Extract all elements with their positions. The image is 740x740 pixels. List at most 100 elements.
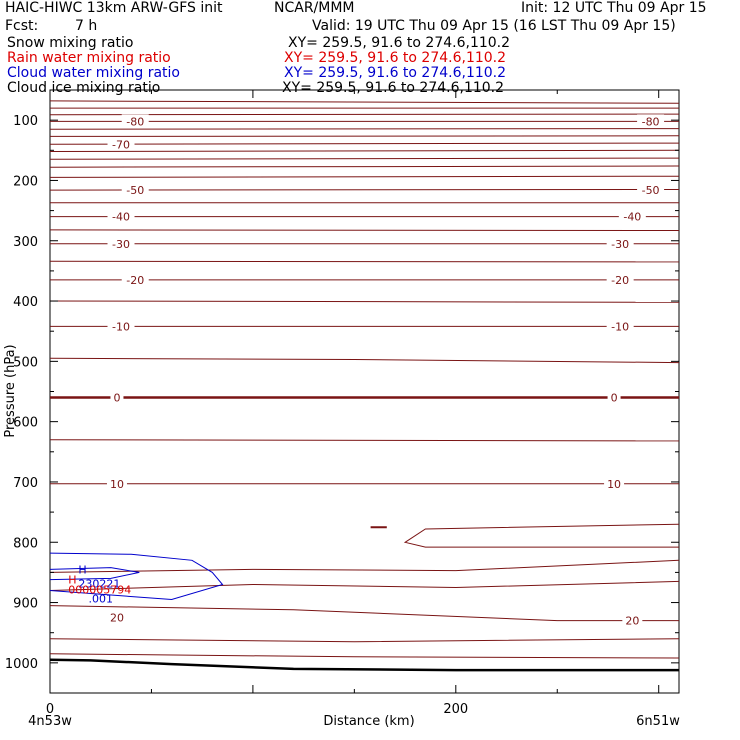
y-tick-label: 100: [13, 114, 38, 129]
y-tick-label: 800: [13, 536, 38, 551]
y-tick-label: 400: [13, 295, 38, 310]
rain-water-label: H: [68, 574, 76, 587]
x-tick-label: 0: [46, 702, 54, 717]
isotherm-label-bg: [106, 610, 127, 624]
isotherm-line: [49, 189, 680, 191]
terrain-line: [49, 658, 679, 672]
isotherm-line: [49, 580, 680, 591]
rain-water-label: 000005794: [68, 583, 131, 596]
y-tick-label: 500: [13, 355, 38, 370]
isotherm-label-bg: [121, 114, 149, 128]
isotherm-label-bg: [121, 183, 149, 197]
cloud-water-contours: [49, 552, 224, 601]
cloud-water-contour: [49, 567, 140, 581]
cloud-water-label: 230221: [78, 577, 120, 590]
isotherm-label-bg: [107, 137, 135, 151]
y-axis-label: Pressure (hPa): [3, 344, 18, 437]
isotherm-line: [49, 260, 680, 263]
isotherm-label: -20: [126, 274, 144, 287]
valid-time: Valid: 19 UTC Thu 09 Apr 15 (16 LST Thu …: [312, 18, 676, 34]
closed-isotherm: [403, 523, 680, 548]
field-snow-xy: XY= 259.5, 91.6 to 274.6,110.2: [288, 35, 511, 51]
isotherm-line: [49, 157, 680, 160]
forecast-hour: 7 h: [75, 18, 98, 34]
isotherm-label-bg: [637, 114, 665, 128]
isotherm-label: -80: [126, 115, 144, 128]
init-time: Init: 12 UTC Thu 09 Apr 15: [521, 0, 707, 16]
isotherm-label: -50: [642, 184, 660, 197]
isotherm-line: [49, 142, 680, 145]
field-snow-label: Snow mixing ratio: [7, 35, 134, 51]
x-axis-ticks: 0 200: [46, 90, 660, 717]
isotherm-label-bg: [622, 613, 643, 627]
forecast-label: Fcst:: [5, 18, 39, 34]
x-axis-label: Distance (km): [323, 714, 414, 729]
isotherm-line: [49, 653, 680, 659]
x-tick-label: 200: [443, 702, 468, 717]
cloud-water-label: .001: [89, 592, 114, 605]
y-tick-label: 200: [13, 174, 38, 189]
isotherm-label: -10: [611, 320, 629, 333]
field-cloud-water-label: Cloud water mixing ratio: [7, 65, 180, 81]
isotherm-label-bg: [121, 272, 149, 286]
isotherm-label-bg: [107, 209, 135, 223]
isotherm-label: 0: [611, 392, 618, 405]
temperature-isotherms: [49, 100, 680, 659]
field-rain-label: Rain water mixing ratio: [7, 50, 171, 66]
isotherm-label: 10: [110, 478, 124, 491]
contour-labels: -80 -80 -70 -50 -50 -40 -40 -30 -30 -20 -20 -10 -10 0…: [68, 114, 665, 628]
y-tick-label: 900: [13, 597, 38, 612]
isotherm-line: [49, 439, 680, 442]
cloud-water-contour: [49, 552, 224, 601]
field-rain-xy: XY= 259.5, 91.6 to 274.6,110.2: [284, 50, 507, 66]
isotherm-line: [49, 638, 680, 643]
isotherm-line: [49, 300, 680, 303]
isotherm-label: -80: [642, 115, 660, 128]
plot-frame: [49, 89, 680, 694]
isotherm-label-bg: [110, 390, 124, 404]
isotherm-label: -10: [112, 320, 130, 333]
isotherm-label-bg: [637, 183, 665, 197]
isotherm-label-bg: [606, 236, 634, 250]
isotherm-label: -30: [611, 238, 629, 251]
isotherm-line: [49, 165, 680, 168]
isotherm-label: -30: [112, 238, 130, 251]
field-cloud-ice-xy: XY= 259.5, 91.6 to 274.6,110.2: [282, 80, 505, 96]
isotherm-label-bg: [107, 236, 135, 250]
isotherm-line: [49, 605, 679, 622]
model-title: HAIC-HIWC 13km ARW-GFS init: [5, 0, 223, 16]
isotherm-label-bg: [607, 390, 621, 404]
isotherm-line: [49, 100, 680, 104]
isotherm-line: [49, 149, 680, 152]
isotherm-label: -40: [112, 211, 130, 224]
cloud-water-label: H: [78, 563, 86, 576]
isotherm-label: -50: [126, 184, 144, 197]
isotherm-line: [49, 357, 680, 364]
y-tick-label: 700: [13, 476, 38, 491]
field-cloud-ice-label: Cloud ice mixing ratio: [7, 80, 161, 96]
y-tick-label: 1000: [5, 657, 38, 672]
isotherm-line: [49, 559, 680, 573]
isotherm-label: 0: [113, 392, 120, 405]
isotherm-label: 20: [110, 612, 124, 625]
field-cloud-water-xy: XY= 259.5, 91.6 to 274.6,110.2: [284, 65, 507, 81]
org-label: NCAR/MMM: [274, 0, 355, 16]
isotherm-line: [49, 229, 680, 231]
isotherm-label: 20: [625, 615, 639, 628]
x-endpoint-right: 6n51w: [636, 714, 680, 729]
y-tick-label: 300: [13, 235, 38, 250]
isotherm-label: -40: [623, 211, 641, 224]
isotherm-line: [49, 135, 680, 137]
terrain-surface: [49, 658, 679, 672]
isotherm-label: -70: [112, 138, 130, 151]
isotherm-line: [49, 113, 680, 116]
isotherm-label: 10: [607, 478, 621, 491]
isotherm-line: [49, 128, 680, 130]
isotherm-line: [49, 175, 680, 178]
isotherm-label-bg: [106, 476, 127, 490]
isotherm-label-bg: [606, 319, 634, 333]
isotherm-label: -20: [611, 274, 629, 287]
isotherm-label-bg: [618, 209, 646, 223]
